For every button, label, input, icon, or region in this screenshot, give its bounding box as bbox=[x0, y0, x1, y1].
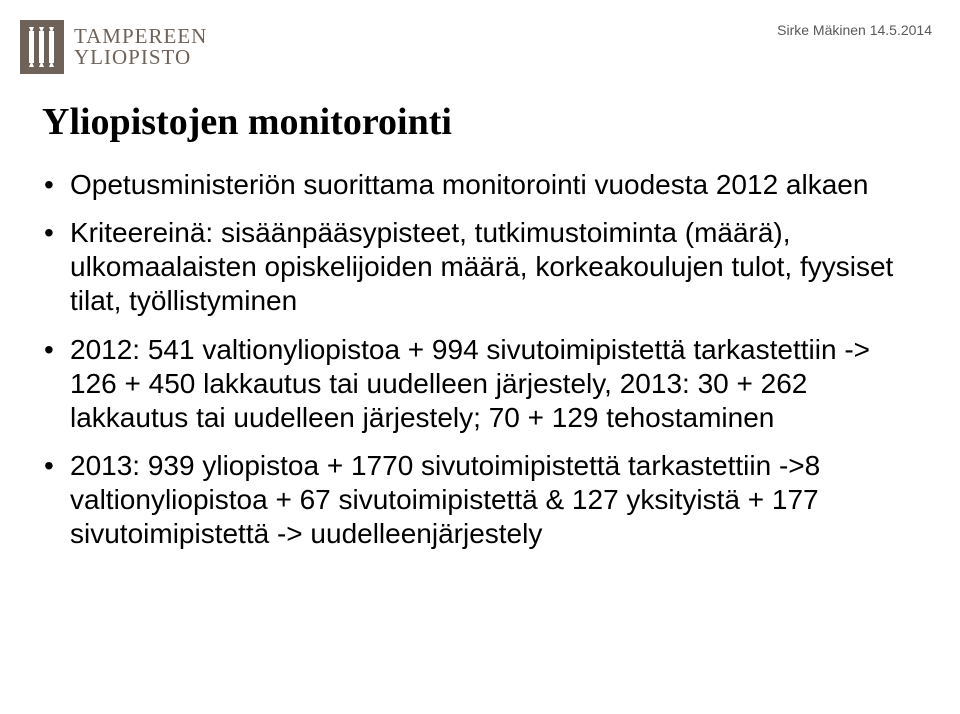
list-item: 2013: 939 yliopistoa + 1770 sivutoimipis… bbox=[42, 449, 918, 551]
bullet-list: Opetusministeriön suorittama monitoroint… bbox=[42, 168, 918, 552]
logo-text-line2: YLIOPISTO bbox=[74, 47, 207, 68]
list-item: Opetusministeriön suorittama monitoroint… bbox=[42, 168, 918, 202]
logo-text-line1: TAMPEREEN bbox=[74, 26, 207, 47]
list-item: Kriteereinä: sisäänpääsypisteet, tutkimu… bbox=[42, 216, 918, 318]
logo-mark-icon bbox=[20, 20, 64, 74]
page-title: Yliopistojen monitorointi bbox=[42, 100, 918, 144]
list-item: 2012: 541 valtionyliopistoa + 994 sivuto… bbox=[42, 333, 918, 435]
content-area: Opetusministeriön suorittama monitoroint… bbox=[42, 168, 918, 566]
logo-text: TAMPEREEN YLIOPISTO bbox=[74, 26, 207, 68]
logo: TAMPEREEN YLIOPISTO bbox=[20, 20, 207, 74]
slide: TAMPEREEN YLIOPISTO Sirke Mäkinen 14.5.2… bbox=[0, 0, 960, 714]
author-date: Sirke Mäkinen 14.5.2014 bbox=[777, 22, 932, 38]
